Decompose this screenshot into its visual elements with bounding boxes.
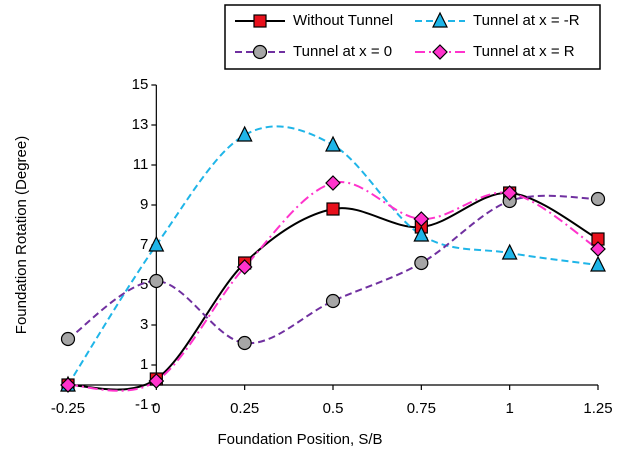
legend-marker xyxy=(252,44,268,60)
y-tick-label: 9 xyxy=(140,196,148,213)
data-point xyxy=(60,377,76,393)
data-point xyxy=(413,225,430,242)
data-point xyxy=(590,255,606,272)
data-point xyxy=(148,373,165,389)
data-point xyxy=(149,273,164,289)
y-tick-label: 5 xyxy=(140,276,148,293)
data-point xyxy=(501,185,518,201)
legend-box xyxy=(224,4,601,70)
data-point xyxy=(590,191,606,207)
data-point xyxy=(325,293,341,309)
legend-label: Tunnel at x = -R xyxy=(473,12,580,29)
data-point xyxy=(501,243,518,260)
legend-label: Without Tunnel xyxy=(293,12,393,29)
y-tick-label: 1 xyxy=(140,356,148,373)
data-point xyxy=(326,202,340,216)
data-point xyxy=(413,211,430,227)
x-tick-label: 1.25 xyxy=(583,400,612,417)
x-axis-label: Foundation Position, S/B xyxy=(217,431,382,448)
data-point xyxy=(148,235,165,252)
data-point xyxy=(414,255,429,271)
legend-marker xyxy=(432,11,448,28)
data-point xyxy=(60,331,76,347)
y-tick-label: 11 xyxy=(133,156,149,173)
y-tick-label: 15 xyxy=(132,76,149,93)
y-tick-label: 13 xyxy=(132,116,149,133)
y-tick-label: 3 xyxy=(140,316,148,333)
legend-marker xyxy=(432,44,448,60)
y-tick-label: -1 xyxy=(135,396,148,413)
data-point xyxy=(236,259,253,275)
legend-label: Tunnel at x = R xyxy=(473,43,575,60)
x-tick-label: 1 xyxy=(505,400,513,417)
y-axis-label: Foundation Rotation (Degree) xyxy=(13,136,30,334)
x-tick-label: 0.25 xyxy=(230,400,259,417)
data-point xyxy=(237,335,252,351)
x-tick-label: -0.25 xyxy=(51,400,85,417)
legend-label: Tunnel at x = 0 xyxy=(293,43,392,60)
x-tick-label: 0.75 xyxy=(407,400,436,417)
data-point xyxy=(325,175,341,191)
legend-marker xyxy=(253,14,267,28)
x-tick-label: 0.5 xyxy=(323,400,344,417)
x-tick-label: 0 xyxy=(152,400,160,417)
data-point xyxy=(590,241,606,257)
data-point xyxy=(325,135,341,152)
y-tick-label: 7 xyxy=(140,236,148,253)
series-line xyxy=(67,125,599,386)
data-point xyxy=(236,125,253,142)
